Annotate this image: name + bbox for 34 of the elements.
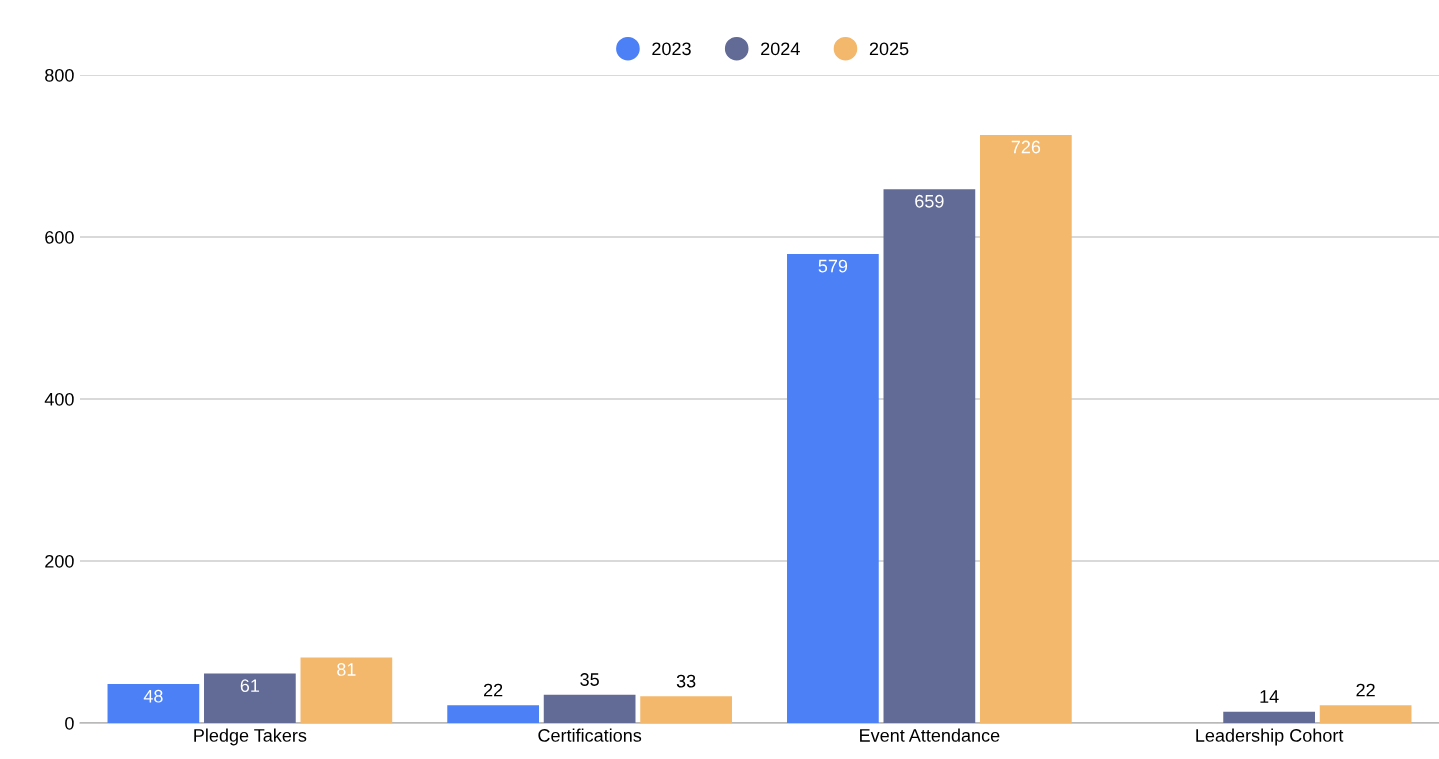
bar — [980, 134, 1072, 723]
data-label: 726 — [1011, 140, 1041, 154]
bar — [204, 673, 296, 723]
data-label: 48 — [143, 689, 163, 703]
y-tick-label: 600 — [45, 230, 74, 244]
y-tick-label: 0 — [65, 716, 74, 730]
bar — [883, 189, 976, 723]
y-tick-label: 200 — [45, 554, 74, 568]
y-tick-label: 400 — [44, 392, 74, 406]
bar — [640, 696, 732, 723]
data-label: 659 — [915, 194, 944, 208]
data-label: 81 — [337, 663, 356, 676]
bar — [300, 657, 393, 723]
data-label: 61 — [240, 679, 260, 693]
data-label: 33 — [676, 674, 696, 688]
x-tick-label: Leadership Cohort — [1196, 728, 1344, 746]
bar — [787, 254, 879, 723]
bar — [447, 705, 539, 723]
legend-label: 2023 — [652, 42, 691, 56]
bar — [107, 684, 200, 723]
data-label: 35 — [580, 673, 599, 686]
legend-label: 2024 — [761, 42, 800, 56]
bar — [543, 694, 636, 723]
x-tick-label: Event Attendance — [860, 728, 1000, 742]
y-tick-label: 800 — [45, 68, 74, 82]
data-label: 22 — [484, 683, 503, 697]
x-tick-label: Certifications — [538, 728, 642, 742]
legend-label: 2025 — [869, 42, 909, 56]
data-label: 22 — [1356, 683, 1375, 697]
bar — [1319, 705, 1412, 723]
bar — [1223, 711, 1315, 723]
x-tick-label: Pledge Takers — [194, 728, 307, 746]
data-label: 579 — [818, 259, 848, 273]
data-label: 14 — [1260, 690, 1279, 703]
